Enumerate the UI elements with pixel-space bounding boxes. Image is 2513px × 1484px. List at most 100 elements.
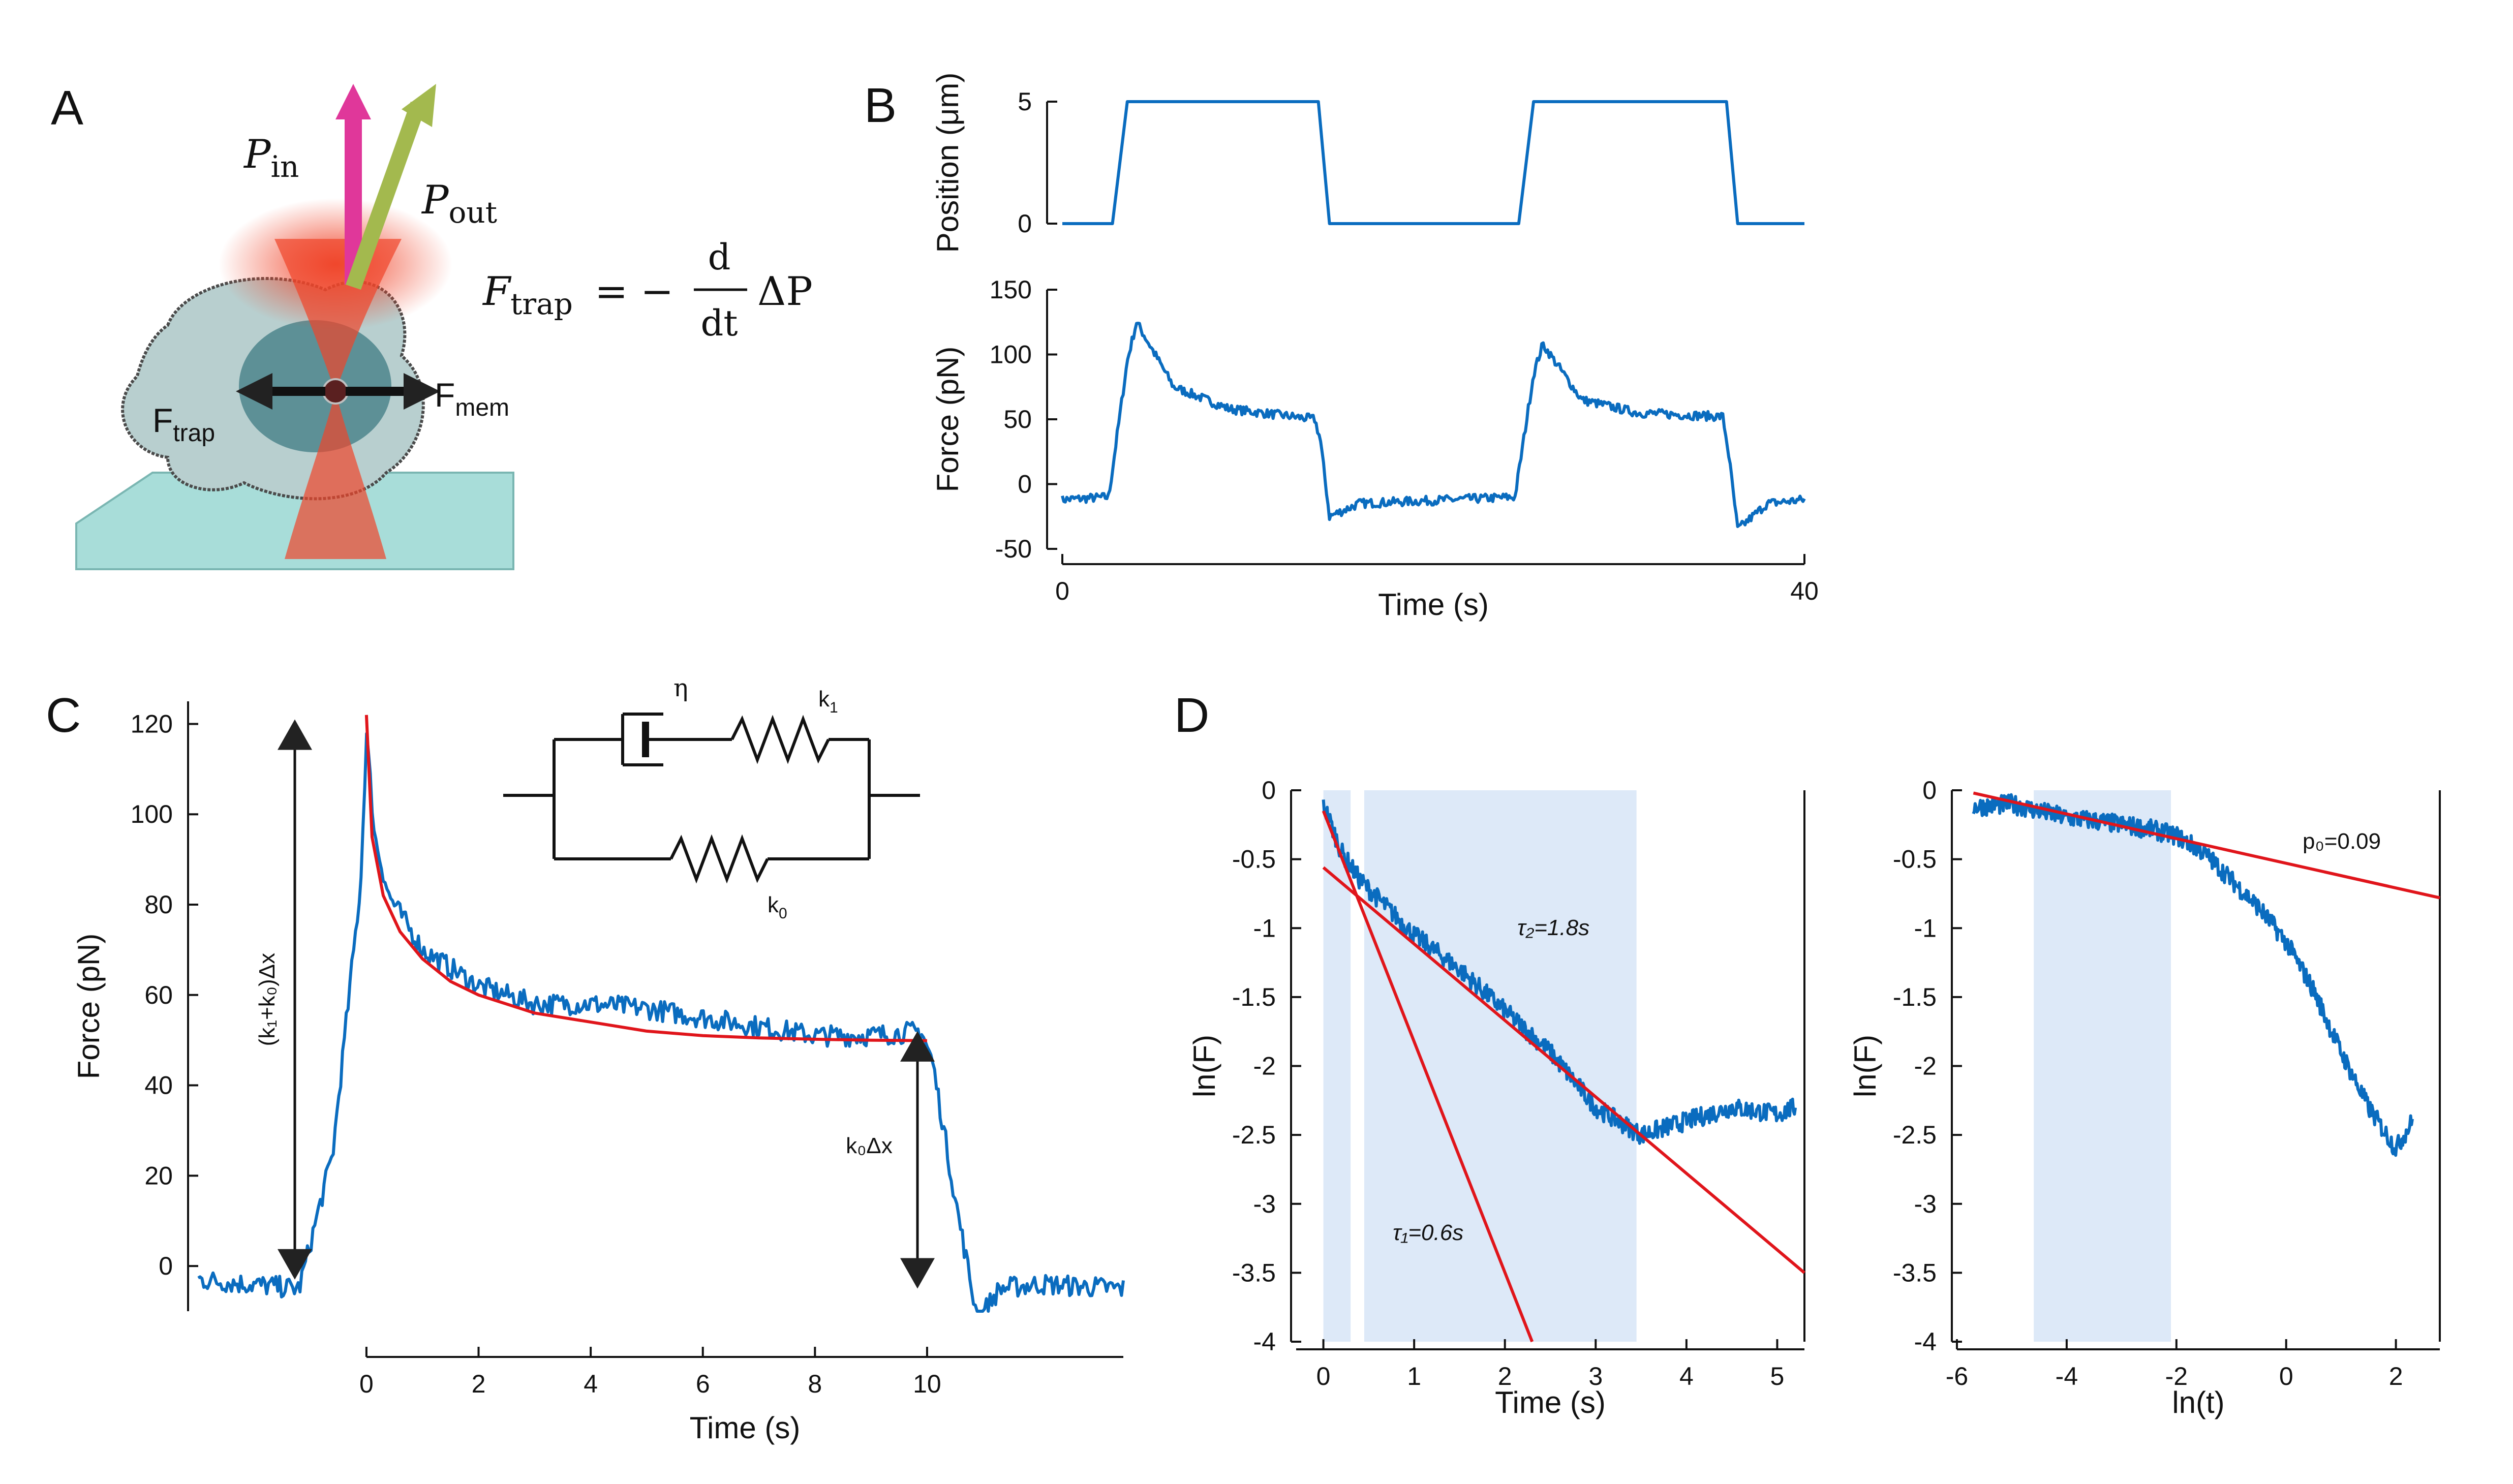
y-tick-label: 150: [990, 275, 1032, 304]
y-axis-label: ln(F): [1848, 1035, 1882, 1097]
p-out-label: Pout: [421, 177, 497, 230]
x-tick-label: -6: [1946, 1362, 1968, 1390]
arrow-label-total: (k₁+k₀)Δx: [255, 953, 280, 1046]
spring-k0: [669, 834, 769, 884]
y-tick-label: 5: [1018, 87, 1032, 116]
y-tick-label: -1.5: [1232, 983, 1276, 1011]
dashpot-body: [621, 713, 663, 766]
panel-b: B 0 5 Position (μm) -50 0 50 100 150 Force (pN)…: [864, 73, 1819, 622]
y-tick-label: 0: [1018, 209, 1032, 238]
y-tick-label: -1: [1253, 914, 1276, 942]
y-tick-label: -3.5: [1893, 1258, 1937, 1287]
f-trap-equation-lhs: Ftrap: [482, 269, 573, 321]
tau1-label: τ₁=0.6s: [1393, 1220, 1463, 1245]
k0-displacement-arrow-head-top: [900, 1031, 935, 1062]
spring-dashpot-model: [503, 713, 920, 884]
y-tick-label: -3: [1253, 1190, 1276, 1218]
y-tick-label: -2: [1914, 1052, 1937, 1080]
y-axis-label: Position (μm): [931, 73, 965, 253]
y-tick-label: 0: [159, 1252, 173, 1280]
y-tick-label: -4: [1914, 1327, 1937, 1356]
y-tick-label: -3: [1914, 1190, 1937, 1218]
y-tick-label: 20: [144, 1161, 173, 1190]
p-in-label: Pin: [243, 132, 299, 184]
y-tick-label: 100: [990, 341, 1032, 369]
panel-letter-c: C: [46, 688, 81, 743]
data-trace: [197, 732, 1125, 1313]
bead: [322, 378, 349, 405]
pin-arrowhead: [335, 84, 371, 119]
shaded-region: [1364, 790, 1637, 1342]
y-axis-label: Force (pN): [931, 347, 965, 492]
y-tick-label: -1.5: [1893, 983, 1937, 1011]
x-tick-label: 2: [2389, 1362, 2403, 1390]
equation-frac-den: dt: [701, 302, 738, 344]
chart-c: 0 20 40 60 80 100 120 Force (pN) 0 2 4 6 8 10 Time (s): [72, 701, 1125, 1445]
y-tick-label: -50: [995, 535, 1032, 563]
cell-label-fmem: Fmem: [435, 376, 509, 421]
y-tick-label: -2.5: [1232, 1121, 1276, 1149]
x-tick-label: -2: [2165, 1362, 2188, 1390]
equation-equals: = −: [595, 269, 674, 315]
panel-letter-a: A: [51, 81, 83, 135]
x-axis-label: Time (s): [1378, 588, 1489, 622]
shaded-region: [1323, 790, 1351, 1342]
panel-d: D 0 -0.5 -1 -1.5 -2 -2.5 -3 -3.5 -4 ln(F) 0 1 2 3 4 5 Ti…: [1174, 688, 2441, 1419]
k0-label: k0: [768, 892, 787, 922]
y-axis-label: Force (pN): [72, 934, 106, 1079]
spring-k1: [730, 715, 830, 764]
y-tick-label: 50: [1003, 405, 1032, 434]
x-tick-label: 4: [1679, 1362, 1694, 1390]
y-tick-label: -4: [1253, 1327, 1276, 1356]
y-tick-label: 80: [144, 890, 173, 919]
x-tick-label: 0: [359, 1370, 374, 1398]
panel-c: C 0 20 40 60 80 100 120 Force (pN) 0 2 4 6 8 10 Time (…: [46, 674, 1125, 1445]
x-tick-label: 6: [696, 1370, 710, 1398]
fit-tau2-line: [1322, 866, 1805, 1274]
x-tick-label: 10: [913, 1370, 941, 1398]
pout-arrowhead: [402, 84, 436, 127]
chart-b-force: -50 0 50 100 150 Force (pN) 0 40 Time (s): [931, 275, 1819, 622]
arrow-label-k0: k₀Δx: [846, 1133, 893, 1158]
y-tick-label: 40: [144, 1071, 173, 1100]
laser-cone-bottom: [285, 391, 386, 559]
nucleus: [239, 320, 391, 452]
panel-letter-d: D: [1174, 688, 1209, 743]
data-trace: [1972, 793, 2414, 1157]
cell-label-ftrap: Ftrap: [152, 401, 215, 447]
x-tick-label: 0: [1316, 1362, 1331, 1390]
p0-label: p₀=0.09: [2303, 829, 2381, 854]
x-axis-label: Time (s): [1495, 1385, 1606, 1419]
panel-a: A Pin Pout Ftrap = − d dt ΔP Ftrap Fmem: [51, 81, 813, 570]
y-tick-label: 0: [1922, 776, 1937, 805]
eta-label: η: [673, 674, 688, 702]
data-trace: [1061, 321, 1806, 528]
x-tick-label: 0: [1055, 577, 1069, 605]
x-tick-label: 0: [2279, 1362, 2293, 1390]
data-trace: [1062, 100, 1804, 225]
y-tick-label: -1: [1914, 914, 1937, 942]
y-axis-label: ln(F): [1187, 1035, 1221, 1097]
panel-letter-b: B: [864, 78, 897, 133]
tau2-label: τ₂=1.8s: [1517, 915, 1589, 940]
k0-displacement-arrow-head-bottom: [900, 1258, 935, 1289]
y-tick-label: -3.5: [1232, 1258, 1276, 1287]
x-axis-label: Time (s): [690, 1411, 801, 1445]
x-tick-label: 5: [1770, 1362, 1785, 1390]
y-tick-label: 0: [1262, 776, 1276, 805]
fit-line: [364, 715, 927, 1042]
y-tick-label: -0.5: [1893, 845, 1937, 874]
laser-cone-top: [274, 239, 402, 391]
y-tick-label: 120: [131, 709, 173, 738]
equation-frac-num: d: [708, 236, 731, 278]
y-tick-label: 100: [131, 800, 173, 828]
x-tick-label: 8: [808, 1370, 822, 1398]
chart-d-right: 0 -0.5 -1 -1.5 -2 -2.5 -3 -3.5 -4 ln(F) -6 -4 -2 0 2 ln…: [1848, 776, 2441, 1419]
y-tick-label: 60: [144, 981, 173, 1009]
total-displacement-arrow-head-top: [278, 719, 312, 750]
x-tick-label: 3: [1588, 1362, 1603, 1390]
y-tick-label: -0.5: [1232, 845, 1276, 874]
shaded-region: [2034, 790, 2171, 1342]
x-tick-label: -4: [2056, 1362, 2078, 1390]
